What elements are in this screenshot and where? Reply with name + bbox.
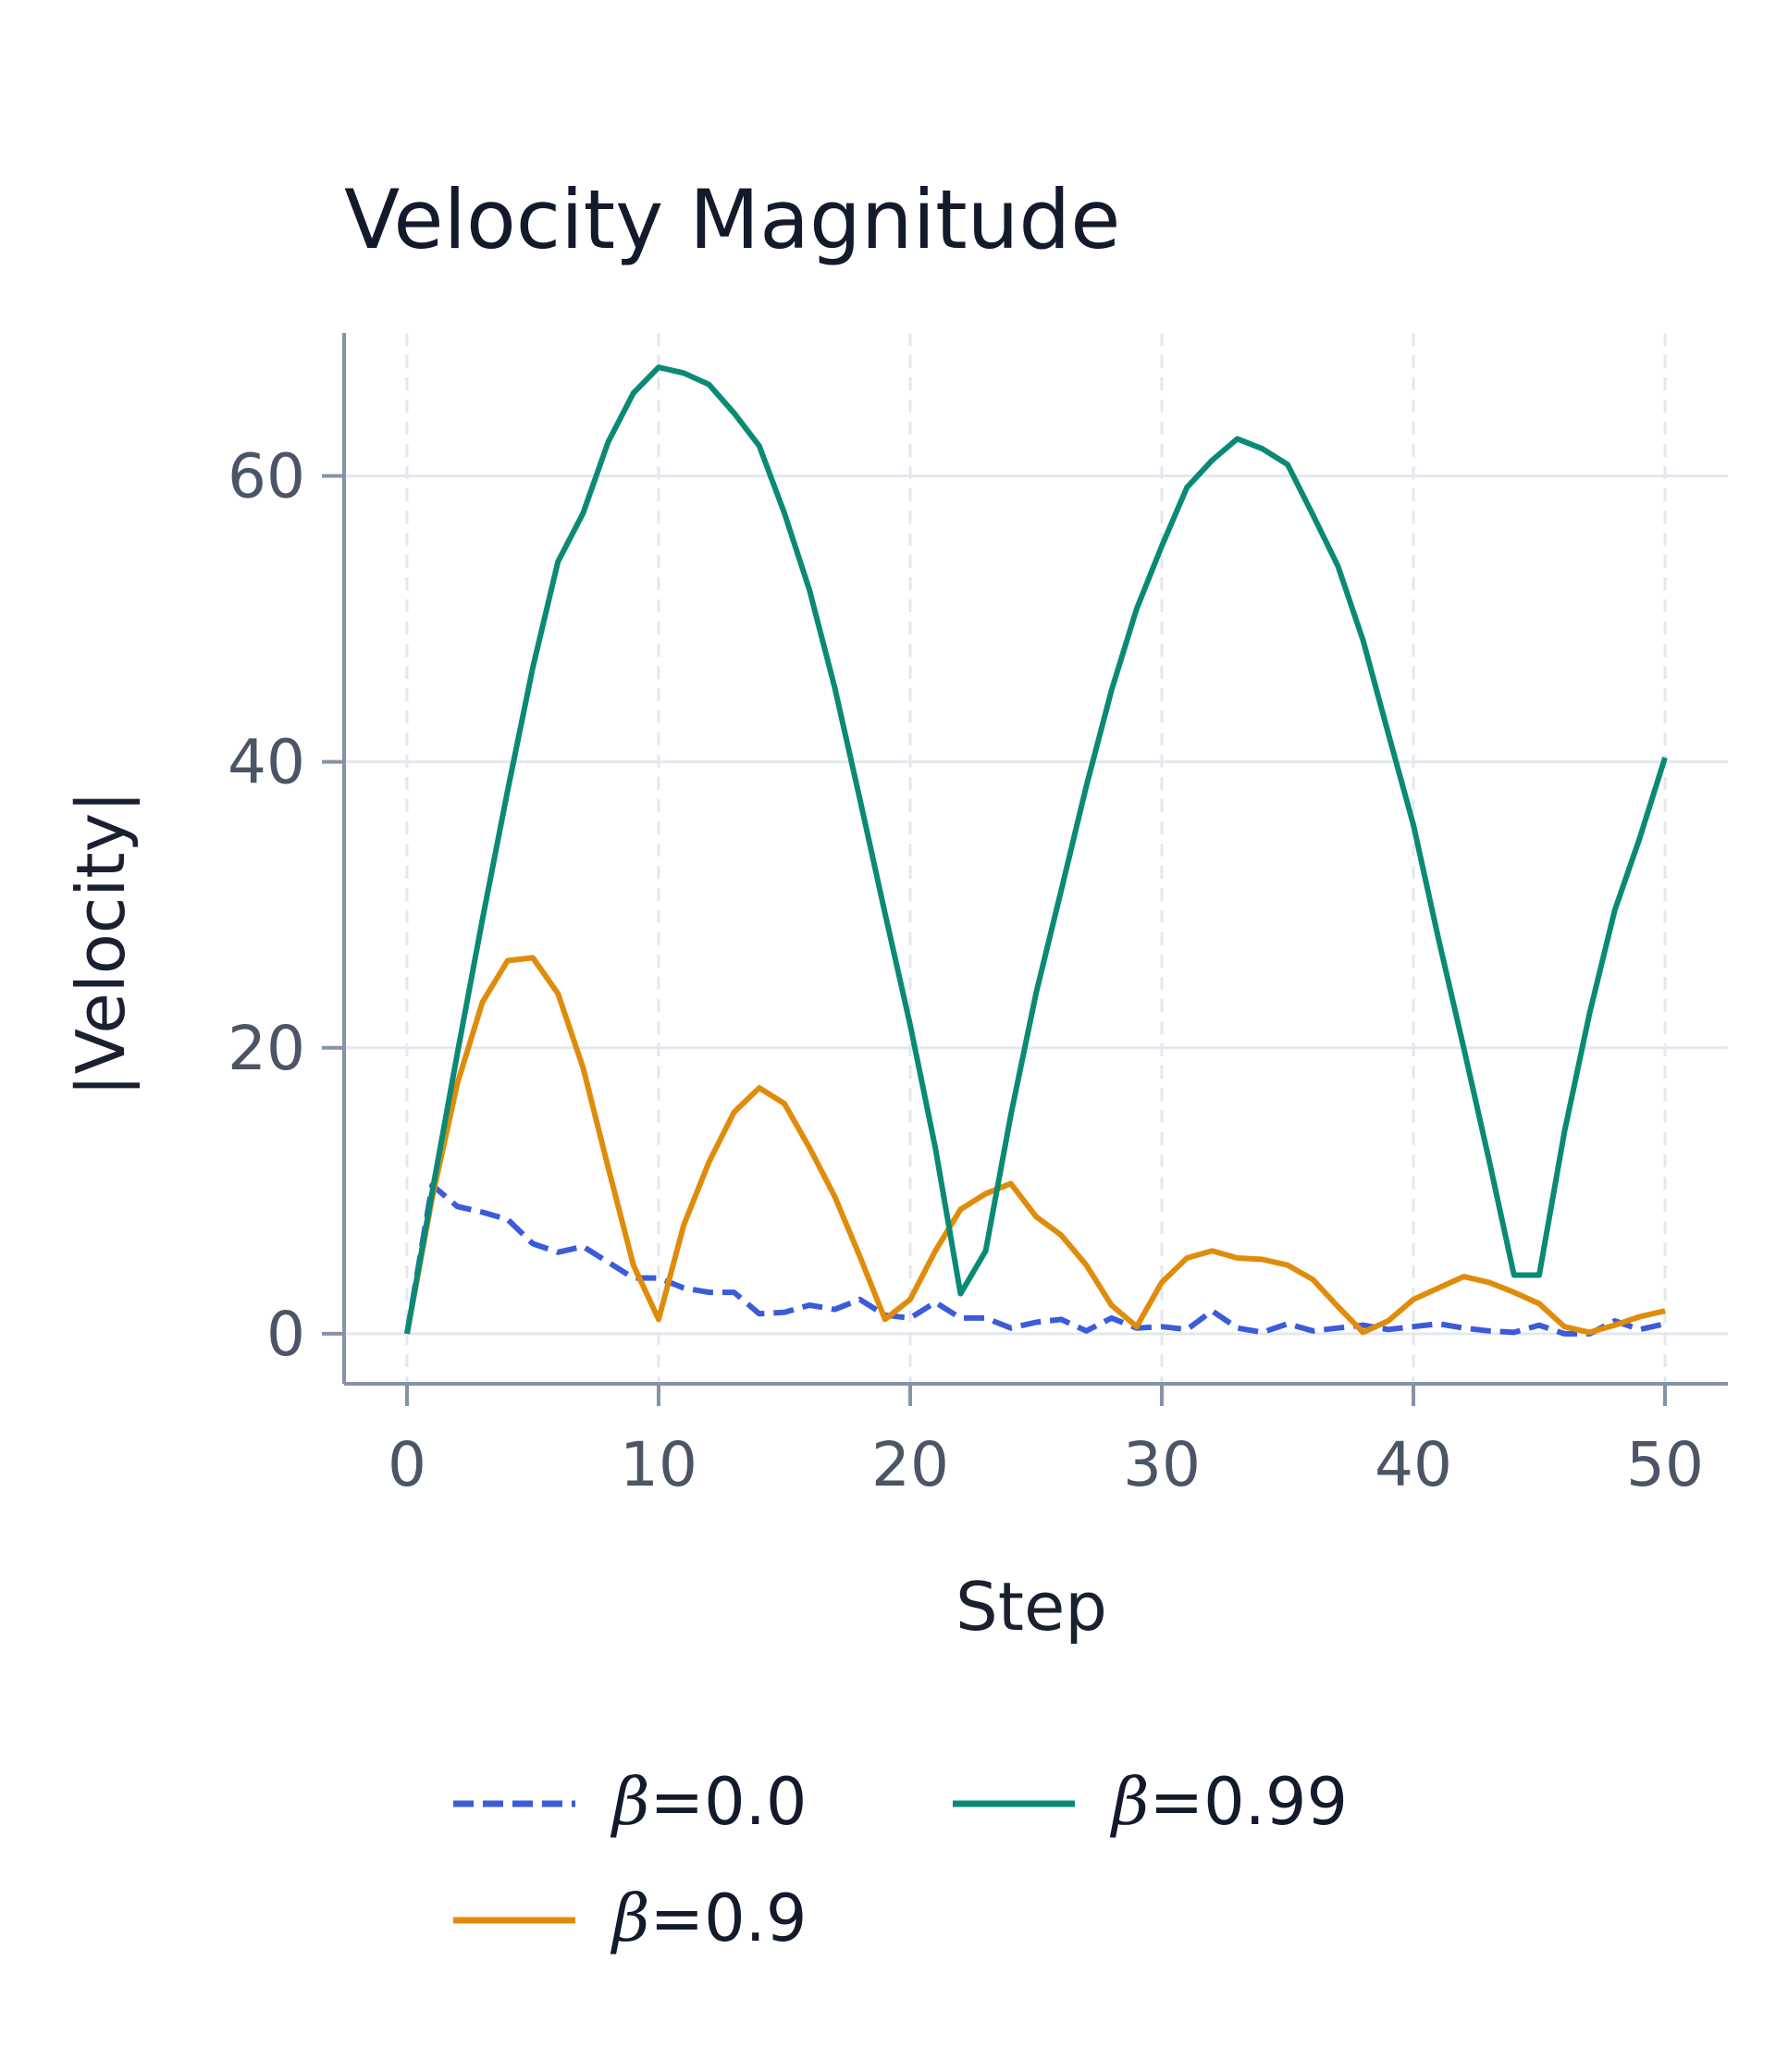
gridlines bbox=[344, 333, 1728, 1384]
x-tick-label: 0 bbox=[388, 1429, 426, 1500]
x-tick-label: 30 bbox=[1123, 1429, 1201, 1500]
x-tick-label: 10 bbox=[620, 1429, 697, 1500]
series-line bbox=[404, 1182, 1666, 1337]
y-tick-label: 60 bbox=[228, 441, 305, 512]
chart-title: Velocity Magnitude bbox=[344, 172, 1120, 267]
ticks: 0 10 20 30 40 50 0 20 40 60 bbox=[228, 441, 1704, 1500]
x-tick-label: 50 bbox=[1626, 1429, 1704, 1500]
y-tick-label: 20 bbox=[228, 1013, 305, 1084]
legend-label: β=0.99 bbox=[1109, 1764, 1348, 1840]
x-axis-label: Step bbox=[956, 1568, 1107, 1646]
axes bbox=[342, 333, 1728, 1386]
legend: β=0.0 β=0.9 β=0.99 bbox=[453, 1764, 1348, 1956]
x-tick-label: 40 bbox=[1375, 1429, 1452, 1500]
y-tick-label: 40 bbox=[228, 727, 305, 798]
series-line bbox=[404, 955, 1666, 1336]
y-axis-label: |Velocity| bbox=[62, 791, 141, 1097]
y-tick-label: 0 bbox=[266, 1299, 305, 1370]
series-line bbox=[404, 364, 1668, 1335]
legend-label: β=0.9 bbox=[610, 1881, 807, 1956]
legend-label: β=0.0 bbox=[610, 1764, 807, 1840]
x-tick-label: 20 bbox=[871, 1429, 949, 1500]
series-layer bbox=[404, 364, 1668, 1337]
